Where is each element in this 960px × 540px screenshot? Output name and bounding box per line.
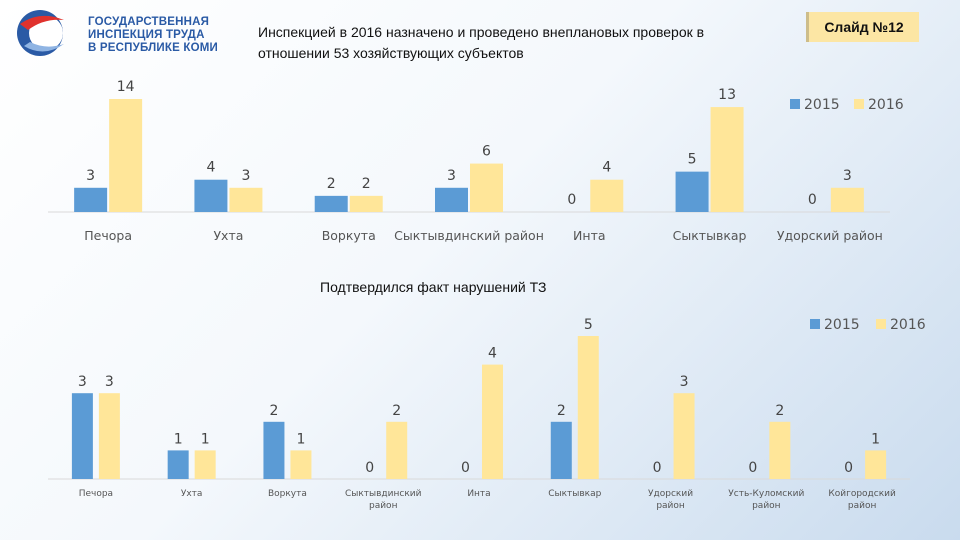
data-label-2016-3: 6 [482, 144, 491, 160]
bar-2015-0 [71, 393, 93, 479]
bar-2016-4 [590, 179, 624, 212]
category-label-3: Сыктывдинский [345, 489, 422, 499]
category-label-6-line1: район [656, 501, 685, 511]
bar-2015-2 [263, 421, 285, 479]
bar-2016-6 [673, 393, 695, 479]
data-label-2016-6: 3 [843, 168, 852, 184]
org-line-2: ИНСПЕКЦИЯ ТРУДА [88, 29, 205, 41]
category-label-3: Сыктывдинский район [394, 228, 544, 243]
data-label-2015-5: 2 [557, 403, 566, 419]
bar-2016-8 [865, 450, 887, 479]
legend-swatch-2015 [790, 99, 800, 109]
bar-2015-1 [167, 450, 189, 479]
legend-swatch-2016 [876, 319, 886, 329]
data-label-2015-1: 1 [174, 431, 183, 447]
data-label-2016-2: 1 [296, 431, 305, 447]
data-label-2016-0: 3 [105, 374, 114, 390]
slide-number-badge: Слайд №12 [806, 12, 919, 42]
bar-2016-1 [194, 450, 216, 479]
category-label-8: Койгородский [828, 489, 896, 499]
category-label-6: Удорский район [777, 228, 883, 243]
category-label-4: Инта [467, 489, 490, 499]
org-name: ГОСУДАРСТВЕННАЯ ИНСПЕКЦИЯ ТРУДА В РЕСПУБ… [88, 16, 218, 55]
data-label-2015-3: 3 [447, 168, 456, 184]
bar-2015-2 [314, 195, 348, 212]
logo: ГОСУДАРСТВЕННАЯ ИНСПЕКЦИЯ ТРУДА В РЕСПУБ… [10, 6, 218, 56]
category-label-7: Усть-Куломский [728, 489, 804, 499]
data-label-2016-4: 4 [488, 346, 497, 362]
data-label-2015-8: 0 [844, 460, 853, 476]
category-label-1: Ухта [181, 489, 203, 499]
data-label-2016-7: 2 [775, 403, 784, 419]
data-label-2015-6: 0 [808, 192, 817, 208]
data-label-2016-8: 1 [871, 431, 880, 447]
bar-2015-1 [194, 179, 228, 212]
org-line-1: ГОСУДАРСТВЕННАЯ [88, 16, 210, 28]
bar-2016-3 [386, 421, 408, 479]
data-label-2016-4: 4 [602, 160, 611, 176]
data-label-2016-1: 1 [201, 431, 210, 447]
bar-2015-5 [550, 421, 572, 479]
data-label-2015-0: 3 [86, 168, 95, 184]
data-label-2016-2: 2 [362, 176, 371, 192]
data-label-2015-2: 2 [269, 403, 278, 419]
bar-2016-2 [349, 195, 383, 212]
data-label-2016-3: 2 [392, 403, 401, 419]
category-label-0: Печора [84, 228, 132, 243]
category-label-0: Печора [79, 489, 113, 499]
page-title: Инспекцией в 2016 назначено и проведено … [258, 24, 705, 61]
data-label-2015-5: 5 [688, 152, 697, 168]
data-label-2015-3: 0 [365, 460, 374, 476]
data-label-2015-2: 2 [327, 176, 336, 192]
bar-2016-1 [229, 187, 263, 212]
data-label-2015-7: 0 [748, 460, 757, 476]
bar-2016-3 [470, 163, 503, 212]
category-label-5: Сыктывкар [548, 489, 601, 499]
legend-label-2016: 2016 [890, 317, 926, 333]
data-label-2016-6: 3 [680, 374, 689, 390]
category-label-3-line1: район [369, 501, 398, 511]
bar-2016-7 [769, 421, 791, 479]
legend-label-2015: 2015 [824, 317, 860, 333]
data-label-2015-0: 3 [78, 374, 87, 390]
legend-label-2016: 2016 [868, 97, 904, 113]
bar-2016-2 [290, 450, 312, 479]
data-label-2015-4: 0 [567, 192, 576, 208]
category-label-2: Воркута [322, 228, 376, 243]
org-line-3: В РЕСПУБЛИКЕ КОМИ [88, 42, 218, 54]
bar-2016-5 [577, 336, 599, 479]
data-label-2015-6: 0 [653, 460, 662, 476]
category-label-5: Сыктывкар [673, 228, 747, 243]
category-label-8-line1: район [848, 501, 877, 511]
bar-2015-5 [675, 171, 709, 212]
bar-2016-0 [98, 393, 120, 479]
data-label-2016-5: 13 [718, 87, 736, 103]
chart-2-title: Подтвердился факт нарушений ТЗ [320, 279, 547, 295]
bar-2016-0 [109, 99, 143, 212]
data-label-2015-1: 4 [206, 160, 215, 176]
category-label-7-line1: район [752, 501, 781, 511]
legend-swatch-2015 [810, 319, 820, 329]
legend-swatch-2016 [854, 99, 864, 109]
data-label-2016-0: 14 [117, 79, 135, 95]
category-label-1: Ухта [213, 228, 243, 243]
category-label-6: Удорский [648, 489, 693, 499]
legend-label-2015: 2015 [804, 97, 840, 113]
bar-2015-3 [435, 187, 468, 212]
bar-2015-0 [74, 187, 108, 212]
bar-2016-4 [482, 364, 503, 479]
bar-2016-6 [830, 187, 864, 212]
category-label-2: Воркута [268, 489, 307, 499]
bar-2016-5 [710, 107, 744, 212]
data-label-2015-4: 0 [461, 460, 470, 476]
logo-emblem-icon [17, 10, 64, 56]
category-label-4: Инта [573, 228, 605, 243]
data-label-2016-1: 3 [241, 168, 250, 184]
data-label-2016-5: 5 [584, 317, 593, 333]
